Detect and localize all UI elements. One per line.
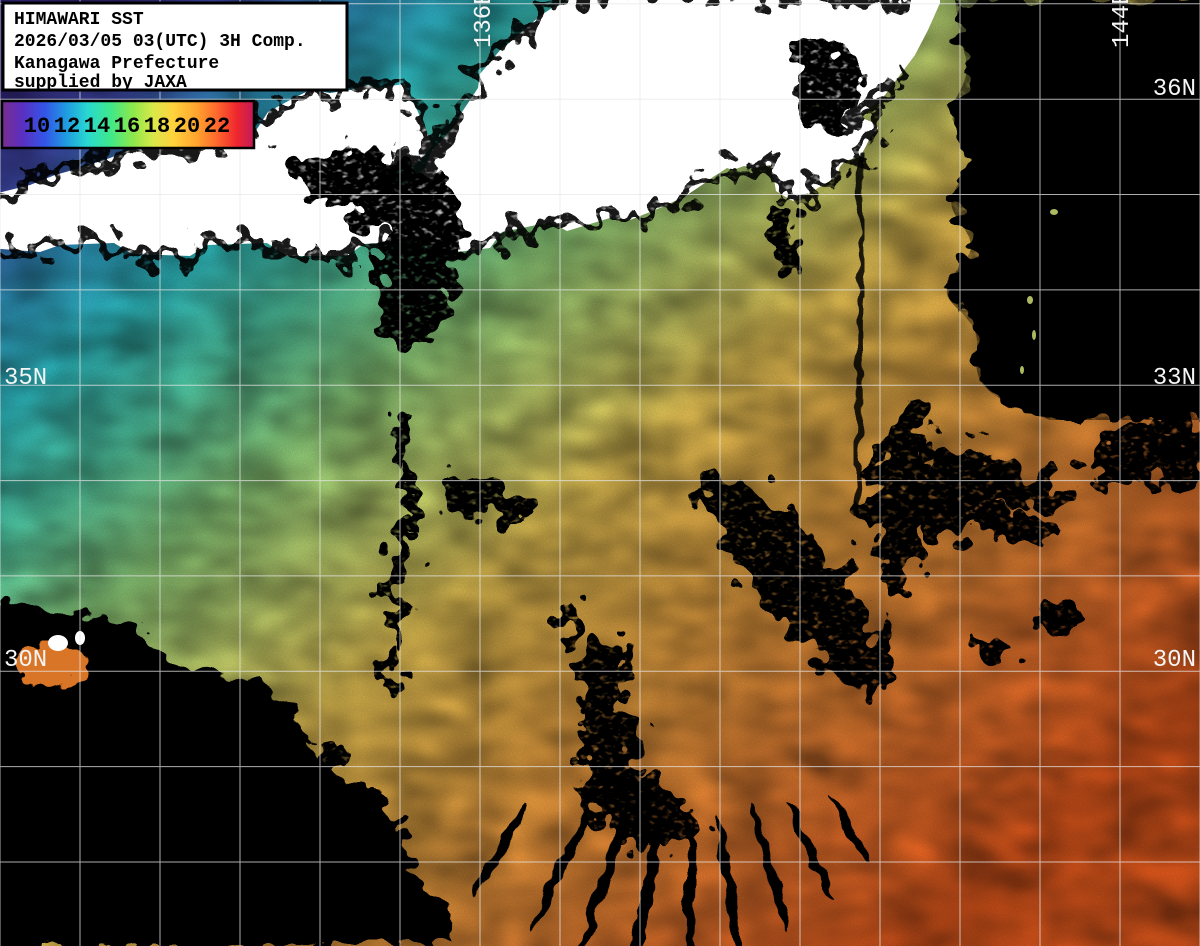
svg-text:22: 22 (204, 114, 230, 139)
svg-text:supplied by JAXA: supplied by JAXA (14, 73, 187, 93)
svg-text:HIMAWARI SST: HIMAWARI SST (14, 10, 144, 30)
svg-text:33N: 33N (1153, 365, 1196, 392)
svg-text:136E: 136E (471, 0, 498, 48)
svg-text:30N: 30N (4, 647, 47, 674)
svg-text:16: 16 (114, 114, 140, 139)
svg-text:36N: 36N (1153, 76, 1196, 103)
svg-text:12: 12 (54, 114, 80, 139)
svg-text:20: 20 (174, 114, 200, 139)
svg-text:30N: 30N (1153, 647, 1196, 674)
svg-text:Kanagawa Prefecture: Kanagawa Prefecture (14, 54, 219, 74)
svg-text:14: 14 (84, 114, 110, 139)
svg-text:35N: 35N (4, 365, 47, 392)
svg-text:10: 10 (24, 114, 50, 139)
svg-text:18: 18 (144, 114, 170, 139)
svg-text:144E: 144E (1109, 0, 1136, 48)
svg-text:2026/03/05 03(UTC) 3H Comp.: 2026/03/05 03(UTC) 3H Comp. (14, 32, 306, 52)
